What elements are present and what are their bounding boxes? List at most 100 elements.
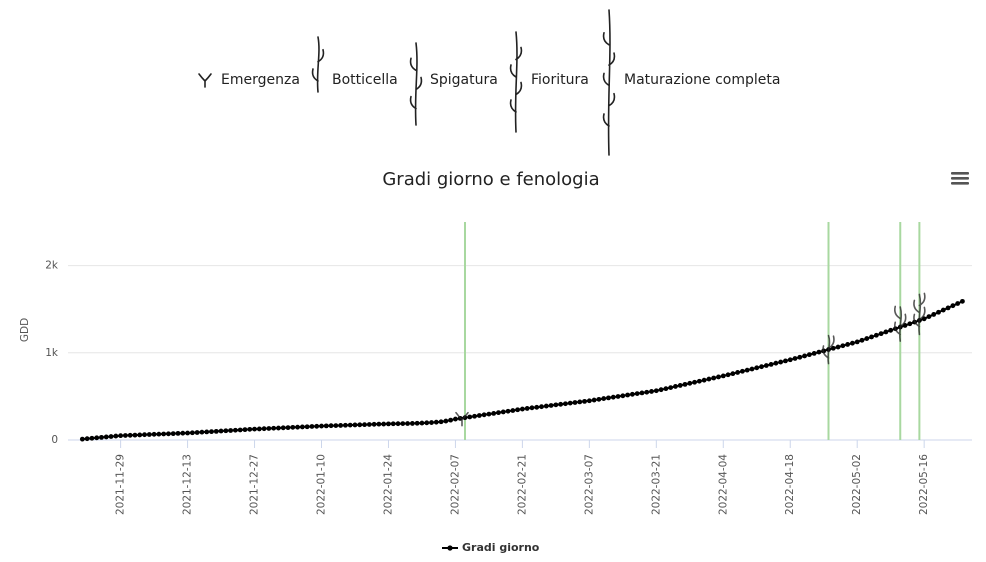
- data-point: [950, 303, 956, 309]
- x-tick-label: 2022-02-07: [449, 454, 461, 515]
- data-point: [907, 321, 913, 327]
- data-point: [558, 401, 564, 407]
- menu-bar[interactable]: [951, 172, 969, 175]
- data-point: [515, 407, 521, 413]
- data-point: [806, 352, 812, 358]
- data-point: [945, 305, 951, 311]
- data-point: [209, 429, 214, 435]
- data-point: [673, 384, 678, 389]
- data-point: [730, 371, 736, 377]
- data-point: [682, 381, 688, 387]
- data-point: [319, 423, 324, 429]
- phenology-icon: [822, 334, 835, 365]
- data-point: [539, 404, 544, 410]
- data-point: [357, 422, 363, 428]
- data-point: [563, 401, 568, 407]
- data-point: [419, 420, 425, 426]
- data-point: [271, 425, 277, 431]
- data-point: [687, 380, 693, 386]
- data-point: [740, 368, 745, 374]
- data-point: [486, 411, 492, 417]
- menu-bar[interactable]: [951, 177, 969, 180]
- data-point: [816, 349, 822, 355]
- data-point: [706, 376, 712, 382]
- y-tick-label: 0: [51, 434, 58, 446]
- data-point: [850, 340, 855, 346]
- data-point: [395, 421, 401, 427]
- data-point: [854, 339, 860, 345]
- data-point: [735, 370, 741, 375]
- data-point: [754, 365, 760, 371]
- y-tick-label: 1k: [45, 347, 59, 359]
- data-point: [118, 433, 124, 439]
- stage-legend-item: Spigatura: [409, 42, 498, 126]
- stage-legend-label: Fioritura: [531, 72, 589, 88]
- data-point: [634, 391, 640, 397]
- x-tick-label: 2022-01-24: [382, 454, 394, 515]
- data-point: [529, 405, 535, 411]
- data-point: [429, 420, 434, 425]
- data-point: [256, 426, 262, 432]
- data-point: [309, 424, 315, 429]
- stage-legend-label: Maturazione completa: [624, 72, 780, 88]
- data-point: [701, 377, 707, 383]
- phenology-icon: [894, 305, 907, 342]
- data-point: [252, 426, 257, 432]
- data-point: [553, 402, 559, 408]
- data-point: [132, 432, 138, 438]
- menu-button[interactable]: [951, 171, 969, 185]
- stage-legend-item: Emergenza: [198, 72, 300, 88]
- data-point: [658, 387, 664, 393]
- data-point: [883, 329, 889, 335]
- data-point: [567, 400, 573, 406]
- data-point: [773, 360, 779, 366]
- data-point: [189, 430, 195, 436]
- data-point: [438, 419, 444, 425]
- stage-legend-label: Emergenza: [221, 72, 300, 88]
- data-point: [792, 356, 798, 361]
- sprout-icon: [198, 73, 212, 88]
- data-point: [926, 314, 932, 320]
- stage-legend-label: Spigatura: [430, 72, 498, 88]
- data-point: [376, 421, 382, 427]
- x-tick-label: 2021-12-27: [249, 454, 261, 515]
- data-point: [113, 433, 119, 439]
- data-point: [94, 435, 100, 441]
- data-point: [510, 408, 516, 413]
- data-point: [108, 434, 114, 439]
- data-point: [644, 389, 650, 395]
- data-point: [596, 396, 602, 402]
- data-point: [500, 409, 506, 415]
- data-point: [787, 357, 793, 363]
- data-point: [151, 431, 157, 437]
- data-point: [940, 307, 946, 313]
- data-point: [476, 413, 482, 418]
- x-tick-label: 2022-05-02: [851, 454, 863, 515]
- data-point: [223, 428, 229, 434]
- data-point: [534, 404, 540, 410]
- data-point: [653, 388, 659, 394]
- data-point: [194, 430, 200, 435]
- data-point: [615, 394, 621, 399]
- plant-icon: [509, 31, 523, 133]
- x-tick-label: 2021-11-29: [115, 454, 127, 515]
- data-point: [835, 344, 841, 350]
- data-point: [366, 422, 372, 427]
- data-point: [328, 423, 334, 429]
- data-point: [304, 424, 310, 430]
- data-point: [720, 373, 726, 379]
- data-point: [840, 343, 846, 349]
- data-point: [362, 422, 367, 428]
- phenology-icon: [913, 292, 926, 336]
- data-point: [453, 416, 458, 422]
- data-point: [443, 418, 449, 424]
- data-point: [519, 406, 525, 412]
- data-point: [649, 389, 654, 394]
- y-tick-label: 2k: [45, 260, 59, 272]
- data-point: [166, 431, 171, 437]
- menu-bar[interactable]: [951, 182, 969, 185]
- series-legend-item: Gradi giorno: [442, 541, 540, 554]
- x-tick-label: 2022-02-21: [516, 454, 528, 515]
- data-point: [414, 420, 420, 426]
- data-point: [873, 332, 879, 338]
